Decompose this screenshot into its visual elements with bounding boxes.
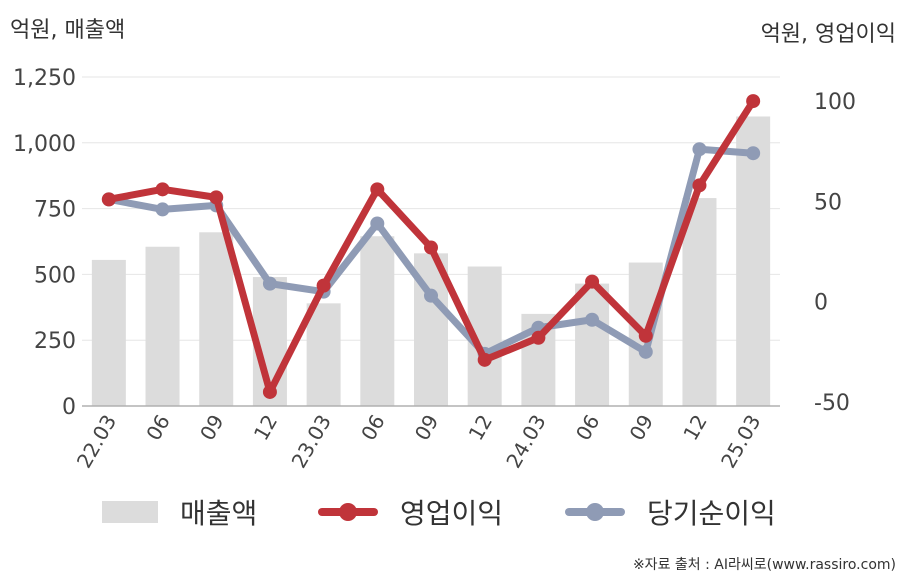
net-income-point: [746, 146, 761, 161]
x-tick-label: 09: [625, 411, 659, 445]
net-income-point: [692, 142, 707, 157]
operating-income-point: [638, 328, 653, 343]
revenue-bar: [306, 303, 341, 406]
operating-income-point: [746, 94, 761, 109]
left-y-tick: 500: [34, 263, 76, 288]
x-tick-label: 23.03: [287, 411, 336, 473]
revenue-bar: [682, 198, 717, 406]
legend-item-operating: 영업이익: [318, 492, 503, 532]
legend-item-revenue: 매출액: [102, 492, 257, 532]
x-tick-label: 06: [571, 411, 605, 445]
legend-swatch-revenue: [102, 501, 158, 523]
right-y-ticks: -50 0 50 100: [814, 90, 856, 416]
x-tick-label: 09: [195, 411, 229, 445]
operating-income-series: [101, 94, 761, 399]
right-axis-unit-label: 억원, 영업이익: [760, 22, 896, 47]
combo-chart: 0 250 500 750 1,000 1,250 -50 0 50 100 22.03 06 09…: [13, 66, 856, 473]
operating-income-point: [155, 182, 170, 197]
right-y-tick: 100: [814, 90, 856, 115]
x-ticks: 22.03 06 09 12 23.03 06 09 12 24.03 06 09 12 25.03: [72, 411, 766, 473]
operating-income-point: [531, 330, 546, 345]
chart-legend: 매출액 영업이익 당기순이익: [0, 492, 908, 536]
right-y-tick: 0: [814, 291, 828, 316]
net-income-point: [424, 288, 438, 303]
legend-item-net: 당기순이익: [565, 492, 776, 532]
x-tick-label: 24.03: [501, 411, 550, 473]
net-income-point: [370, 216, 385, 231]
net-income-point: [262, 276, 277, 291]
operating-income-point: [692, 178, 707, 193]
right-y-tick: 50: [814, 190, 842, 215]
legend-label-revenue: 매출액: [180, 497, 258, 530]
left-y-ticks: 0 250 500 750 1,000 1,250: [13, 66, 76, 420]
revenue-bar: [360, 236, 395, 406]
left-y-tick: 1,250: [13, 66, 76, 91]
x-tick-label: 06: [141, 411, 175, 445]
revenue-bar: [199, 232, 234, 406]
legend-label-operating: 영업이익: [400, 497, 504, 530]
left-y-tick: 1,000: [13, 132, 76, 157]
revenue-bars: [91, 116, 771, 406]
x-tick-label: 09: [410, 411, 444, 445]
operating-income-point: [316, 278, 331, 293]
revenue-bar: [736, 116, 771, 406]
x-tick-label: 25.03: [716, 411, 765, 473]
revenue-bar: [575, 283, 610, 406]
legend-swatch-operating: [318, 503, 378, 521]
operating-income-point: [477, 352, 492, 367]
revenue-bar: [145, 246, 180, 406]
operating-income-point: [424, 240, 438, 255]
right-y-tick: -50: [814, 391, 850, 416]
x-tick-label: 06: [356, 411, 390, 445]
operating-income-point: [262, 384, 277, 399]
revenue-bar: [91, 259, 126, 406]
net-income-point: [638, 344, 653, 359]
operating-income-point: [101, 192, 116, 207]
x-tick-label: 12: [678, 411, 712, 445]
left-y-tick: 0: [62, 395, 76, 420]
left-y-tick: 750: [34, 198, 76, 223]
source-note: ※자료 출처 : AI라씨로(www.rassiro.com): [632, 557, 896, 573]
operating-income-point: [209, 190, 224, 205]
x-tick-label: 12: [249, 411, 283, 445]
legend-label-net: 당기순이익: [647, 497, 776, 530]
operating-income-point: [585, 274, 600, 289]
x-tick-label: 12: [464, 411, 498, 445]
left-axis-unit-label: 억원, 매출액: [10, 18, 126, 43]
left-y-tick: 250: [34, 329, 76, 354]
operating-income-point: [370, 182, 385, 197]
net-income-point: [585, 312, 600, 327]
net-income-point: [155, 202, 170, 217]
legend-swatch-net: [565, 503, 625, 521]
x-tick-label: 22.03: [72, 411, 121, 473]
